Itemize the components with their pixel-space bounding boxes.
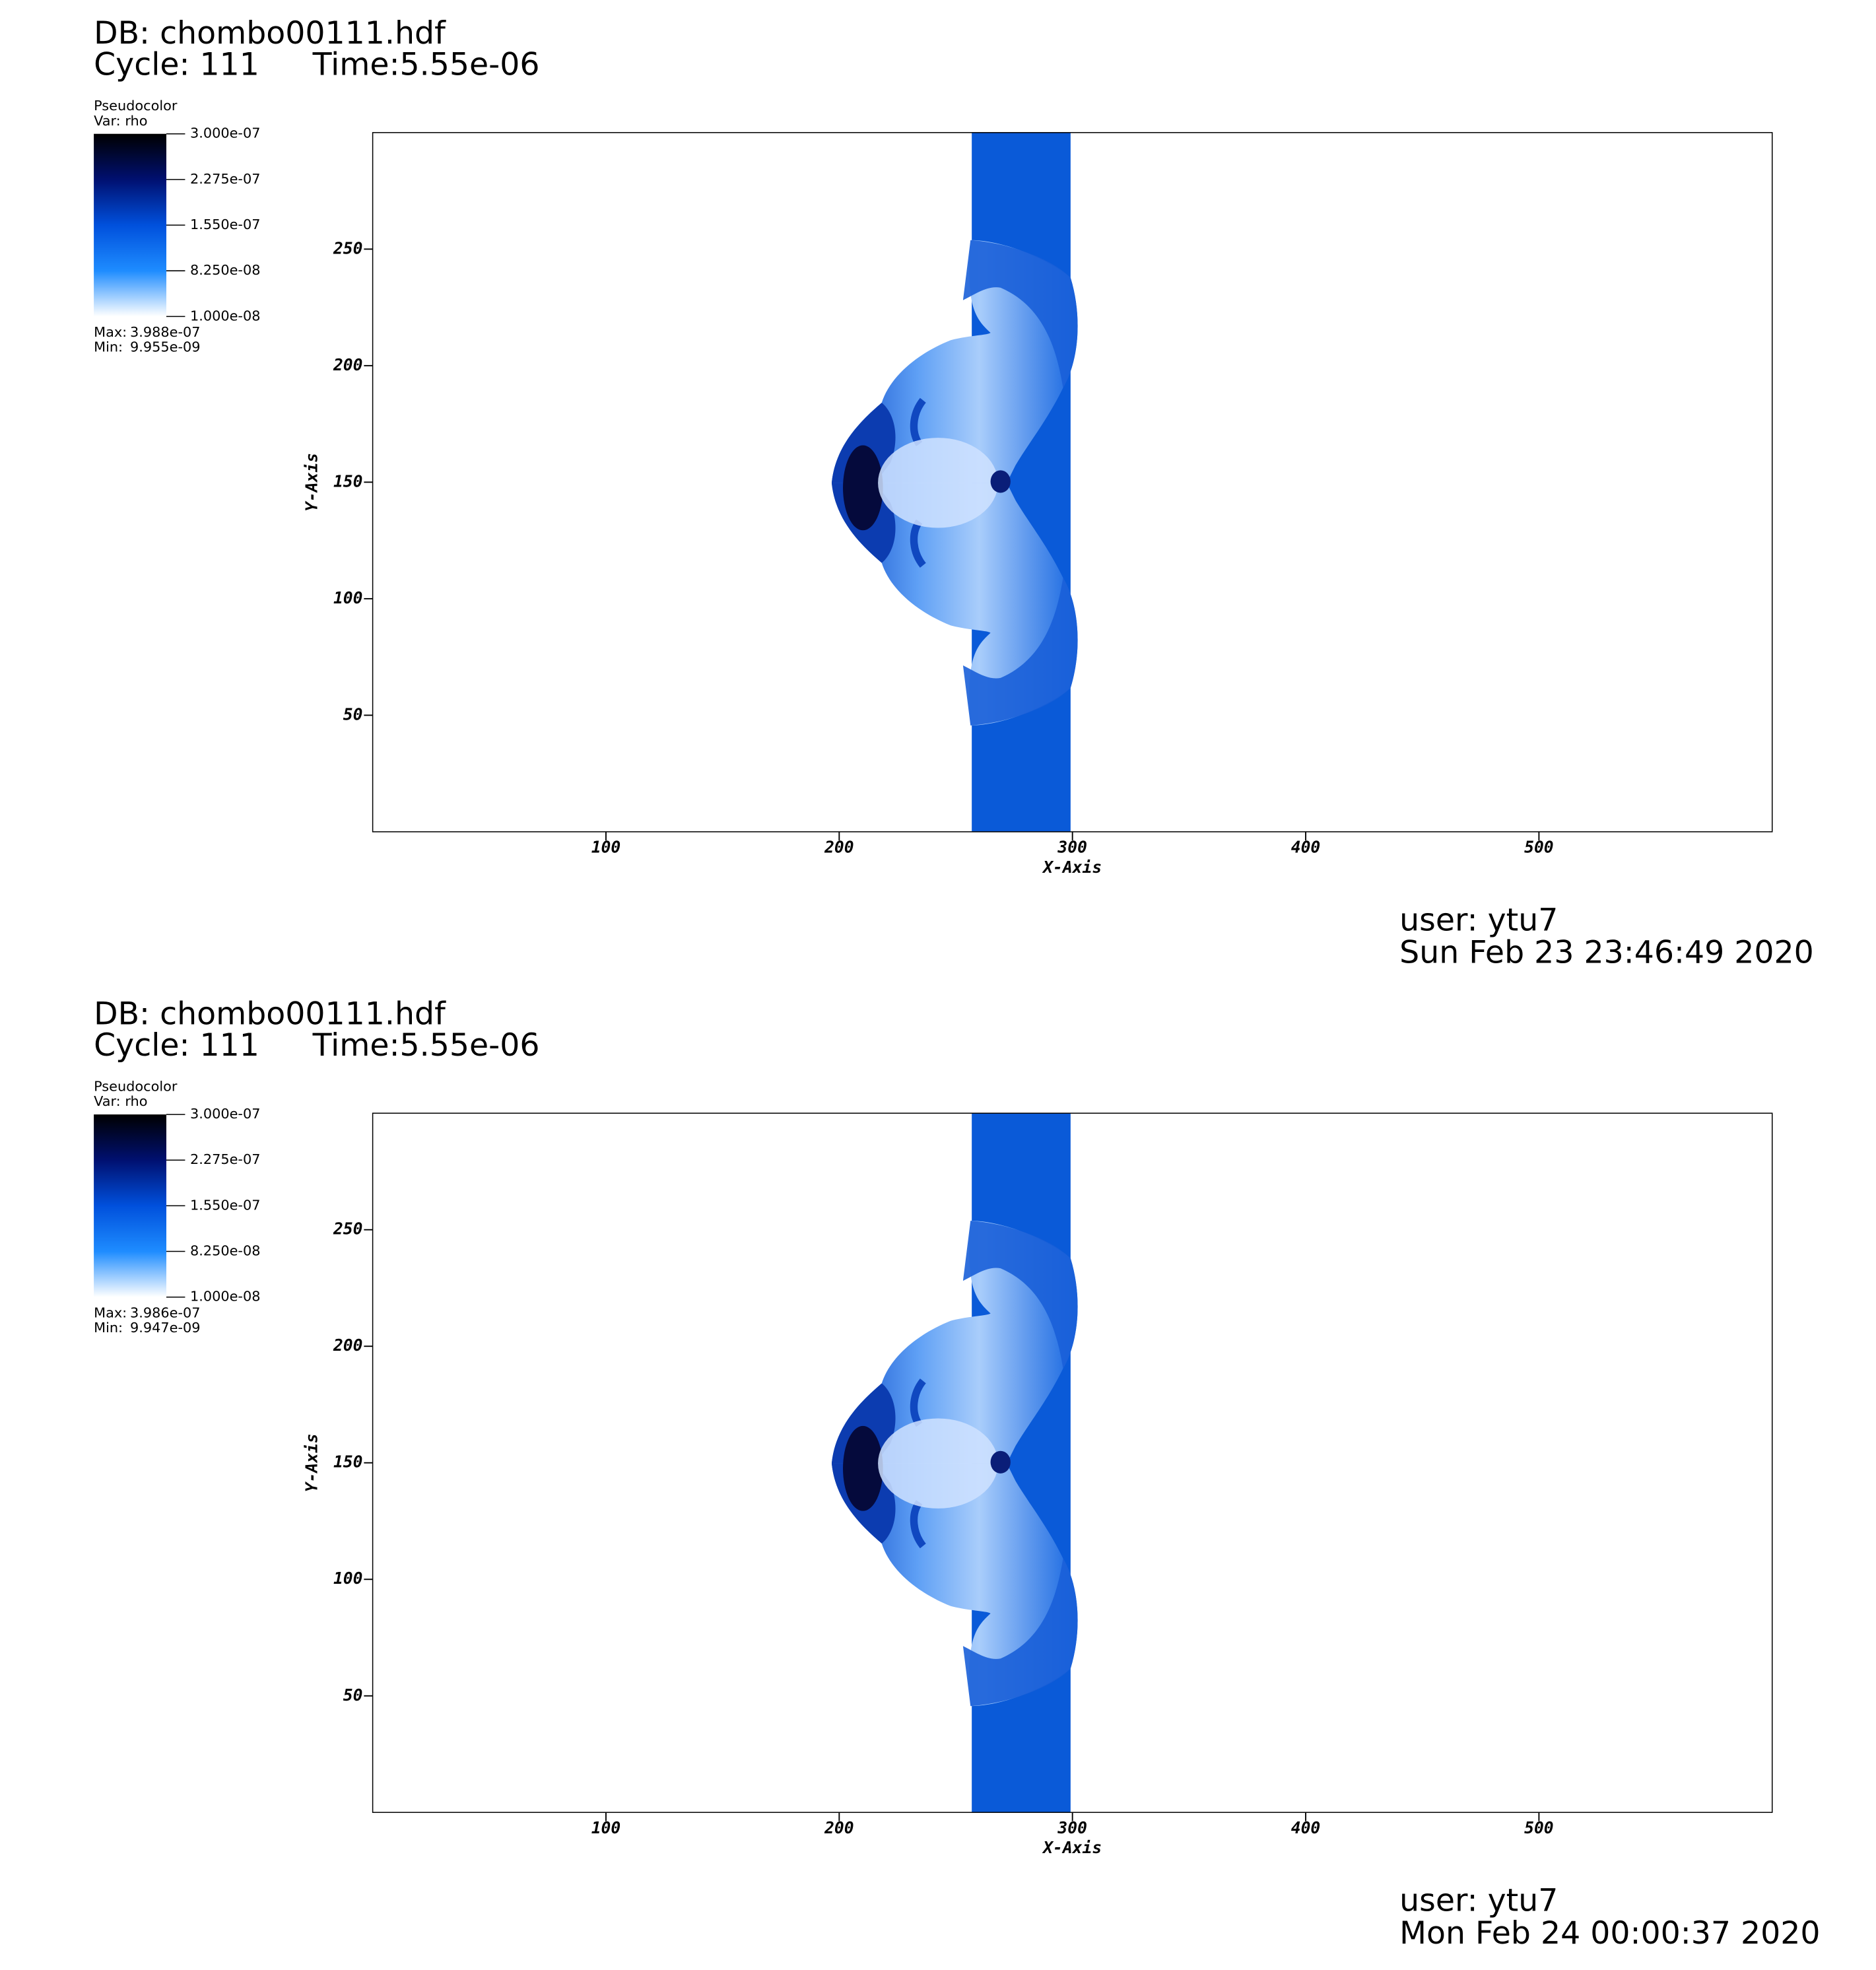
y-tick-label: 250 (333, 238, 362, 257)
x-tick-label: 100 (591, 1818, 620, 1837)
x-tick-label: 300 (1057, 838, 1087, 857)
x-tick-label: 500 (1524, 838, 1553, 857)
x-tick-label: 100 (591, 838, 620, 857)
y-tick-label: 200 (333, 355, 362, 374)
colorbar (94, 133, 166, 317)
x-tick-label: 400 (1291, 1818, 1320, 1837)
y-tick-label: 250 (333, 1219, 362, 1239)
legend-variable: Var: rho (94, 113, 147, 129)
y-tick-label: 50 (343, 704, 363, 724)
min-label: Min: (94, 339, 123, 355)
database-name: DB: chombo00111.hdf (94, 996, 446, 1032)
max-label: Max: (94, 324, 127, 340)
legend-title: Pseudocolor (94, 1078, 178, 1094)
max-value: 3.986e-07 (130, 1305, 200, 1320)
y-tick-label: 100 (333, 1569, 362, 1588)
cycle: Cycle: 111 (94, 1027, 259, 1064)
colorbar-tick-label: 1.550e-07 (190, 217, 260, 232)
x-tick-label: 400 (1291, 838, 1320, 857)
y-tick-label: 100 (333, 588, 362, 607)
x-axis-title: X-Axis (1042, 1838, 1102, 1857)
x-tick-label: 200 (824, 1818, 854, 1837)
colorbar (94, 1114, 166, 1297)
colorbar-tick-label: 3.000e-07 (190, 125, 260, 141)
max-label: Max: (94, 1305, 127, 1320)
y-tick-label: 200 (333, 1336, 362, 1355)
max-value: 3.988e-07 (130, 324, 200, 340)
min-label: Min: (94, 1320, 123, 1336)
colorbar-tick-label: 1.550e-07 (190, 1197, 260, 1213)
pseudocolor-field (832, 133, 1078, 832)
y-tick-label: 50 (343, 1685, 363, 1705)
time: Time:5.55e-06 (312, 46, 540, 83)
min-value: 9.947e-09 (130, 1320, 200, 1336)
x-tick-label: 200 (824, 838, 854, 857)
user: user: ytu7 (1399, 1883, 1558, 1919)
database-name: DB: chombo00111.hdf (94, 15, 446, 51)
legend-title: Pseudocolor (94, 98, 178, 114)
y-tick-label: 150 (333, 471, 362, 491)
user: user: ytu7 (1399, 902, 1558, 938)
colorbar-tick-label: 1.000e-08 (190, 308, 260, 323)
plot-frame (372, 1112, 1773, 1814)
colorbar-tick-label: 8.250e-08 (190, 1243, 260, 1259)
colorbar-tick-label: 1.000e-08 (190, 1289, 260, 1305)
min-value: 9.955e-09 (130, 339, 200, 355)
colorbar-tick-label: 8.250e-08 (190, 262, 260, 278)
colorbar-tick-label: 2.275e-07 (190, 1151, 260, 1167)
y-tick-label: 150 (333, 1452, 362, 1472)
date: Mon Feb 24 00:00:37 2020 (1399, 1915, 1820, 1952)
y-axis-title: Y-Axis (302, 1433, 321, 1492)
time: Time:5.55e-06 (312, 1027, 540, 1064)
plot-frame (372, 132, 1773, 832)
y-axis-title: Y-Axis (302, 453, 321, 512)
cycle: Cycle: 111 (94, 46, 259, 83)
x-tick-label: 500 (1524, 1818, 1553, 1837)
date: Sun Feb 23 23:46:49 2020 (1399, 935, 1814, 971)
pseudocolor-field (832, 1113, 1078, 1812)
legend-variable: Var: rho (94, 1093, 147, 1109)
colorbar-tick-label: 3.000e-07 (190, 1106, 260, 1122)
colorbar-tick-label: 2.275e-07 (190, 171, 260, 187)
x-tick-label: 300 (1057, 1818, 1087, 1837)
x-axis-title: X-Axis (1042, 858, 1102, 877)
